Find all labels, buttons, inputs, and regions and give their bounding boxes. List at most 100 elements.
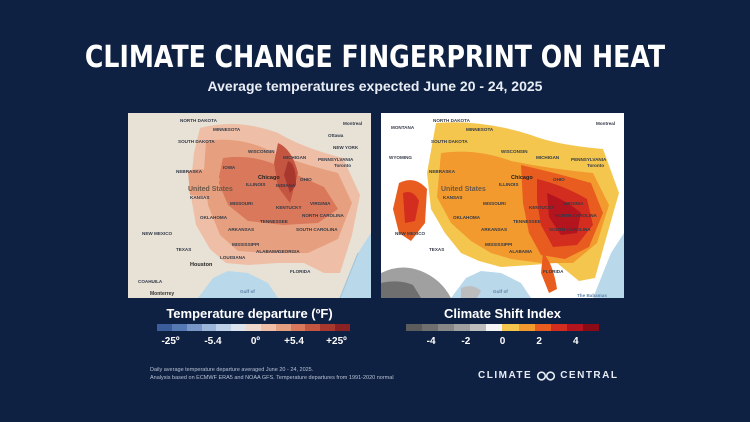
csi-tick: 4	[573, 336, 579, 347]
map-right-label: The Bahamas	[577, 293, 607, 298]
map-right-label: VIRGINIA	[563, 201, 584, 206]
map-right-label: WISCONSIN	[501, 149, 528, 154]
map-left-label: ARKANSAS	[228, 227, 254, 232]
map-right-label: Toronto	[587, 163, 604, 168]
map-left-label: MISSOURI	[230, 201, 253, 206]
csi-swatch	[534, 324, 551, 331]
map-left-label: NORTH DAKOTA	[180, 118, 218, 123]
map-left-label: LOUISIANA	[220, 255, 246, 260]
map-left-label: MISSISSIPPI	[232, 242, 259, 247]
temperature-swatch	[186, 324, 202, 331]
map-left-label: INDIANA	[276, 183, 296, 188]
map-right-label: PENNSYLVANIA	[571, 157, 607, 162]
map-left-label: ILLINOIS	[246, 182, 265, 187]
map-right-label: MICHIGAN	[536, 155, 560, 160]
map-left-label: Ottawa	[328, 133, 344, 138]
map-right-label: ILLINOIS	[499, 182, 518, 187]
csi-scale-ticks: -4 -2 0 2 4	[406, 336, 599, 350]
climate-shift-index-map: MONTANA NORTH DAKOTA SOUTH DAKOTA WYOMIN…	[381, 113, 624, 298]
csi-tick: -4	[426, 336, 436, 347]
temperature-swatch	[216, 324, 232, 331]
temperature-swatch	[201, 324, 217, 331]
map-left-label: NORTH CAROLINA	[302, 213, 345, 218]
temperature-tick: -5.4	[204, 336, 222, 347]
csi-legend-title: Climate Shift Index	[443, 306, 562, 321]
temperature-swatch	[260, 324, 276, 331]
logo-text-left: CLIMATE	[478, 370, 533, 381]
map-left-label: FLORIDA	[290, 269, 311, 274]
map-left-label: Montreal	[343, 121, 362, 126]
map-left-label: NEW MEXICO	[142, 231, 173, 236]
map-right-label: SOUTH DAKOTA	[431, 139, 468, 144]
temperature-legend-title: Temperature departure (ºF)	[166, 306, 333, 321]
csi-swatch	[582, 324, 599, 331]
map-left-label: Gulf of	[240, 289, 255, 294]
temperature-color-scale	[157, 324, 350, 331]
csi-tick: -2	[461, 336, 471, 347]
map-left-label: NEW YORK	[333, 145, 359, 150]
map-right-label: ALABAMA	[509, 249, 533, 254]
map-right-label: OKLAHOMA	[453, 215, 481, 220]
map-left-label: United States	[188, 186, 233, 193]
map-right-label: KANSAS	[443, 195, 462, 200]
map-left-label: MICHIGAN	[283, 155, 307, 160]
map-right-label: United States	[441, 186, 486, 193]
map-right-label: OHIO	[553, 177, 565, 182]
page-subtitle: Average temperatures expected June 20 - …	[207, 78, 543, 94]
csi-color-scale	[406, 324, 599, 331]
map-right-label: KENTUCKY	[529, 205, 555, 210]
temperature-swatch	[320, 324, 336, 331]
map-left-label: Monterrey	[150, 291, 174, 297]
temperature-tick: +25º	[326, 336, 347, 347]
temperature-tick: 0º	[250, 336, 261, 347]
page-title: CLIMATE CHANGE FINGERPRINT ON HEAT	[84, 40, 666, 75]
temperature-swatch	[275, 324, 291, 331]
map-left-label: IOWA	[223, 165, 236, 170]
map-left-label: SOUTH DAKOTA	[178, 139, 215, 144]
temperature-swatch	[305, 324, 321, 331]
csi-swatch	[502, 324, 519, 331]
map-right-label: NORTH DAKOTA	[433, 118, 471, 123]
csi-swatch	[454, 324, 471, 331]
temperature-scale-ticks: -25º -5.4 0º +5.4 +25º	[157, 336, 350, 350]
csi-swatch	[550, 324, 567, 331]
map-left-label: Chicago	[258, 175, 280, 181]
csi-tick: 2	[536, 336, 542, 347]
map-right-label: MINNESOTA	[466, 127, 494, 132]
csi-tick: 0	[499, 336, 506, 347]
csi-swatch	[470, 324, 487, 331]
map-right-label: NEW MEXICO	[395, 231, 426, 236]
map-left-label: OHIO	[300, 177, 312, 182]
map-right-label: SOUTH CAROLINA	[549, 227, 591, 232]
temperature-swatch	[246, 324, 261, 331]
map-right-label: TENNESSEE	[513, 219, 541, 224]
csi-swatch	[518, 324, 535, 331]
map-left-label: WISCONSIN	[248, 149, 275, 154]
csi-swatch	[422, 324, 439, 331]
map-left-label: OKLAHOMA	[200, 215, 228, 220]
map-left-label: Toronto	[334, 163, 351, 168]
temperature-swatch	[171, 324, 187, 331]
climate-central-logo: CLIMATE CENTRAL	[478, 370, 618, 381]
map-left-label: COAHUILA	[138, 279, 163, 284]
map-left-label: VIRGINIA	[310, 201, 331, 206]
map-right-label: MISSOURI	[483, 201, 506, 206]
map-left-label: NEBRASKA	[176, 169, 203, 174]
map-left-label: PENNSYLVANIA	[318, 157, 354, 162]
map-left-label: GEORGIA	[278, 249, 300, 254]
map-left-label: KENTUCKY	[276, 205, 302, 210]
footnote-line-2: Analysis based on ECMWF ERA5 and NOAA GF…	[150, 375, 394, 381]
map-left-label: ALABAMA	[256, 249, 280, 254]
logo-rings-icon	[537, 370, 556, 381]
map-right-label: ARKANSAS	[481, 227, 507, 232]
csi-swatch	[486, 324, 503, 331]
map-left-label: TENNESSEE	[260, 219, 288, 224]
temperature-departure-map: NORTH DAKOTA SOUTH DAKOTA MINNESOTA WISC…	[128, 113, 371, 298]
temperature-swatch	[157, 324, 172, 331]
map-right-label: TEXAS	[429, 247, 444, 252]
map-left-label: TEXAS	[176, 247, 191, 252]
map-right-label: NEBRASKA	[429, 169, 456, 174]
csi-swatch	[438, 324, 455, 331]
temperature-swatch	[231, 324, 247, 331]
map-right-label: MISSISSIPPI	[485, 242, 512, 247]
